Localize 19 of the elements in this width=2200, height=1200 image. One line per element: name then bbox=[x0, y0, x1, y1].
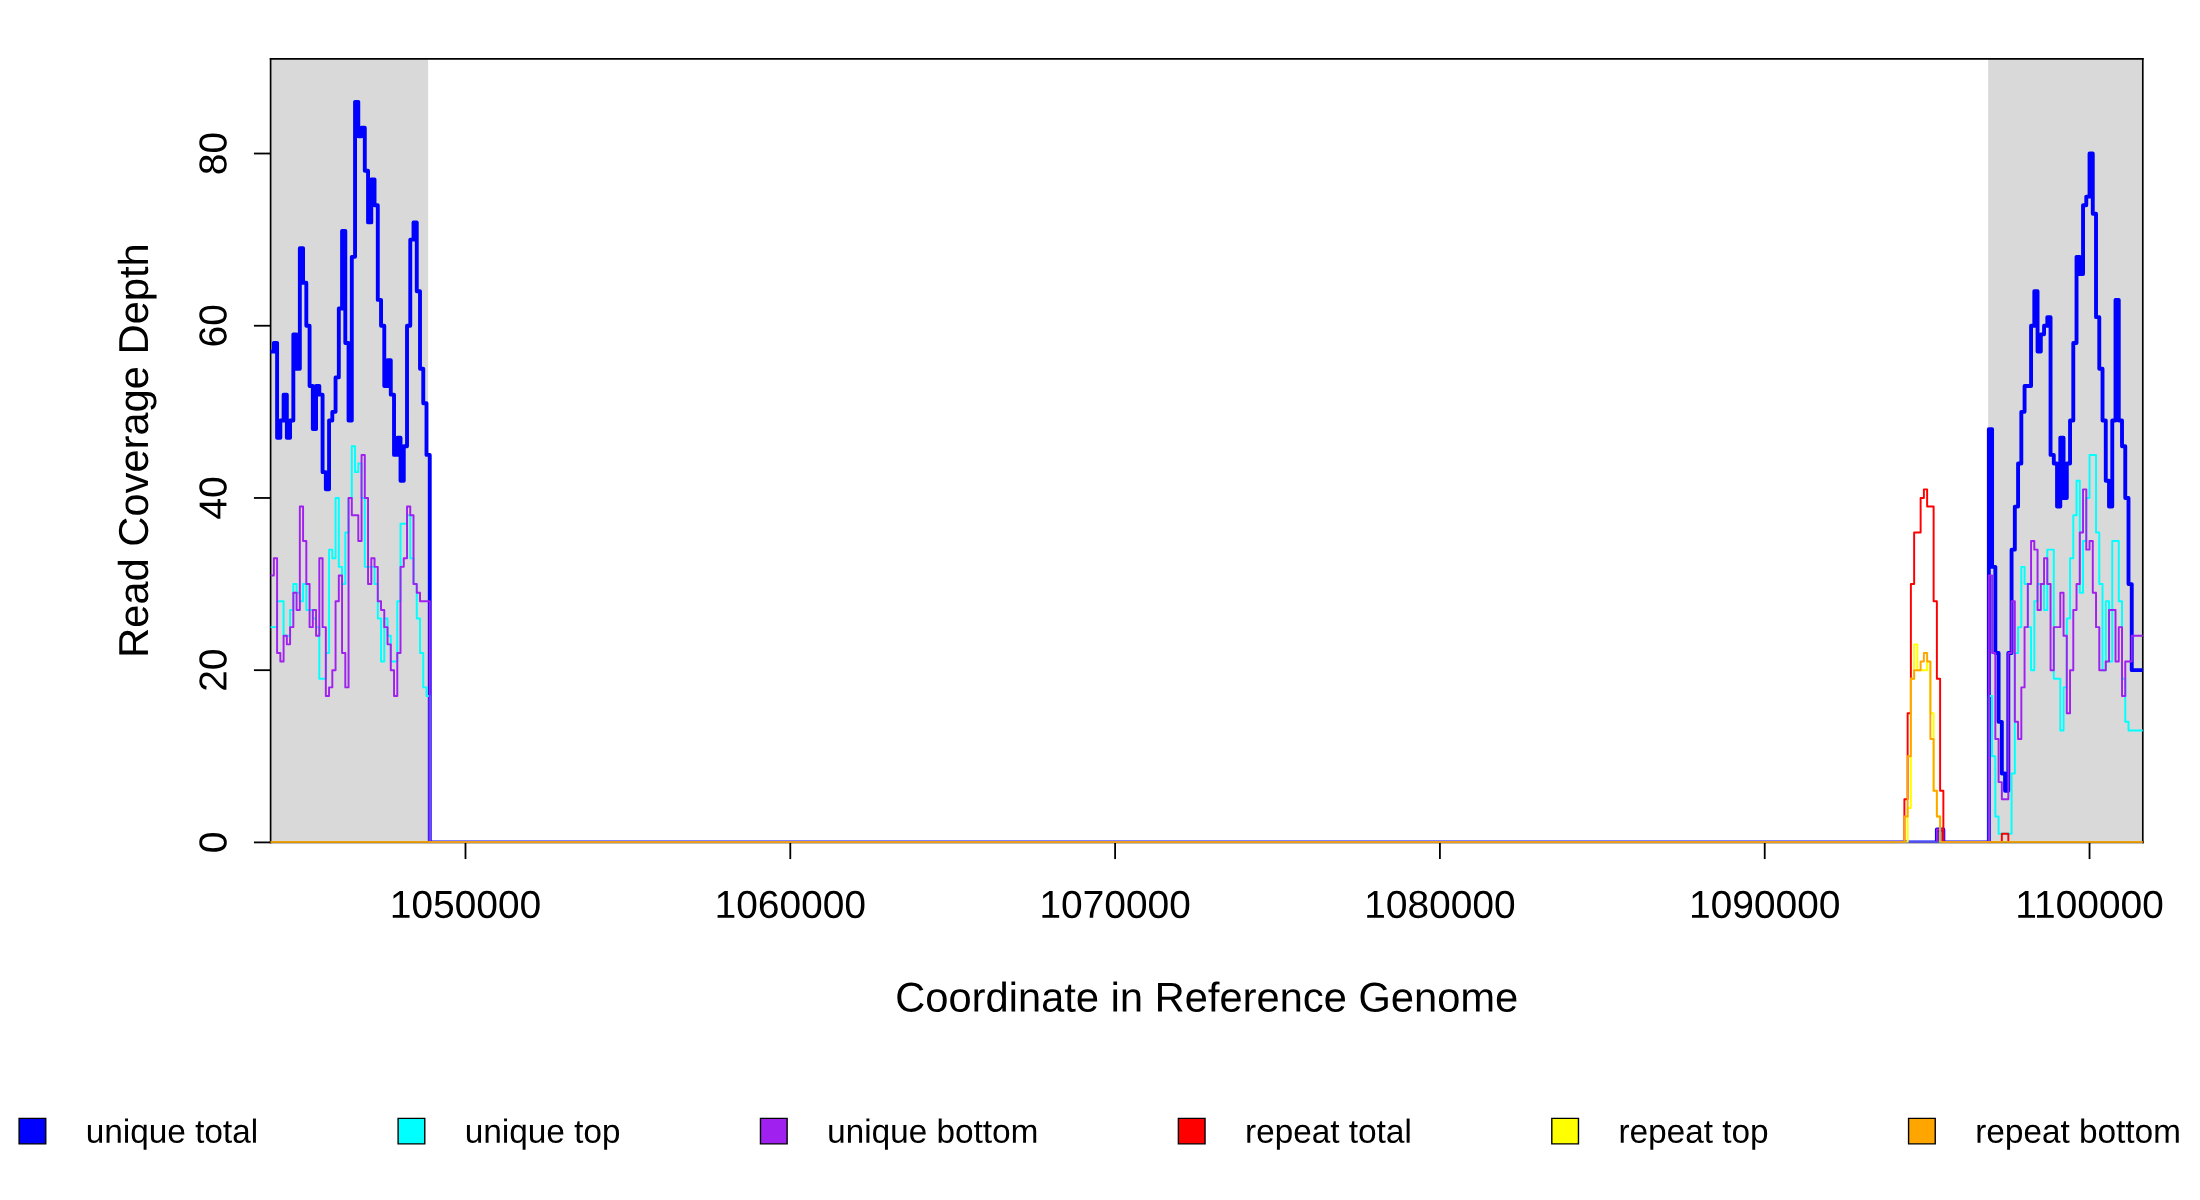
y-tick-label: 60 bbox=[199, 305, 227, 346]
legend-label: unique total bbox=[87, 1118, 256, 1150]
x-axis-title: Coordinate in Reference Genome bbox=[897, 981, 1517, 1013]
y-tick-label: 40 bbox=[199, 477, 227, 519]
y-axis-title: Read Coverage Depth bbox=[117, 245, 157, 655]
y-tick-label: 0 bbox=[199, 833, 227, 852]
x-tick-label: 1090000 bbox=[1692, 890, 1839, 919]
legend-label: repeat total bbox=[1247, 1118, 1410, 1150]
legend-label: unique top bbox=[466, 1118, 620, 1150]
x-tick-label: 1050000 bbox=[392, 890, 540, 919]
x-tick-label: 1100000 bbox=[2018, 890, 2163, 919]
x-tick-label: 1080000 bbox=[1367, 890, 1515, 919]
x-tick-label: 1060000 bbox=[717, 890, 865, 919]
legend-label: repeat top bbox=[1620, 1121, 1768, 1150]
legend-label: unique bottom bbox=[829, 1118, 1037, 1150]
y-tick-label: 80 bbox=[199, 133, 227, 174]
x-tick-label: 1070000 bbox=[1042, 890, 1190, 919]
y-tick-label: 20 bbox=[199, 650, 227, 690]
legend-label: repeat bottom bbox=[1977, 1118, 2179, 1150]
